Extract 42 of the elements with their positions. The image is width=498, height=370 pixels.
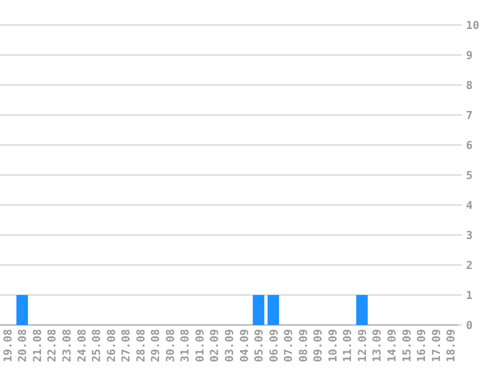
x-tick-label: 26.08 xyxy=(104,329,118,362)
x-tick-label: 17.09 xyxy=(430,329,443,362)
x-tick-label: 30.08 xyxy=(164,329,177,362)
x-tick-label: 31.08 xyxy=(178,329,192,362)
x-tick-label: 14.09 xyxy=(386,329,399,362)
x-tick-label: 11.09 xyxy=(341,329,354,362)
x-tick-label: 25.08 xyxy=(90,329,104,362)
x-tick-label: 02.09 xyxy=(208,329,222,362)
x-tick-label: 07.09 xyxy=(282,329,296,362)
y-tick-label: 4 xyxy=(466,198,473,212)
x-tick-label: 28.08 xyxy=(134,329,148,362)
x-tick-label: 01.09 xyxy=(193,329,206,362)
y-tick-label: 2 xyxy=(466,258,473,272)
x-tick-label: 27.08 xyxy=(120,329,133,362)
x-tick-label: 04.09 xyxy=(238,329,251,362)
y-tick-label: 1 xyxy=(466,288,473,302)
y-tick-label: 0 xyxy=(466,318,473,332)
x-tick-label: 21.08 xyxy=(30,329,44,362)
x-tick-label: 19.08 xyxy=(1,329,14,362)
y-tick-label: 6 xyxy=(466,138,473,152)
x-tick-label: 05.09 xyxy=(252,329,266,362)
x-tick-label: 10.09 xyxy=(326,329,340,362)
x-tick-label: 18.09 xyxy=(444,329,458,362)
y-tick-label: 9 xyxy=(466,48,473,62)
y-tick-label: 8 xyxy=(466,78,473,92)
x-tick-label: 24.08 xyxy=(75,329,88,362)
x-tick-label: 16.09 xyxy=(415,329,428,362)
x-tick-label: 22.08 xyxy=(46,329,59,362)
x-tick-label: 15.09 xyxy=(400,329,414,362)
x-tick-label: 23.08 xyxy=(60,329,74,362)
y-tick-label: 10 xyxy=(466,18,480,32)
x-tick-label: 13.09 xyxy=(370,329,384,362)
y-tick-label: 3 xyxy=(466,228,473,242)
y-tick-label: 7 xyxy=(466,108,473,122)
x-tick-label: 29.08 xyxy=(149,329,162,362)
x-tick-label: 09.09 xyxy=(312,329,325,362)
x-tick-label: 08.09 xyxy=(296,329,310,362)
y-tick-label: 5 xyxy=(466,168,473,182)
x-tick-label: 03.09 xyxy=(223,329,236,362)
x-tick-label: 06.09 xyxy=(267,329,280,362)
x-tick-label: 12.09 xyxy=(356,329,369,362)
x-tick-label: 20.08 xyxy=(16,329,30,362)
